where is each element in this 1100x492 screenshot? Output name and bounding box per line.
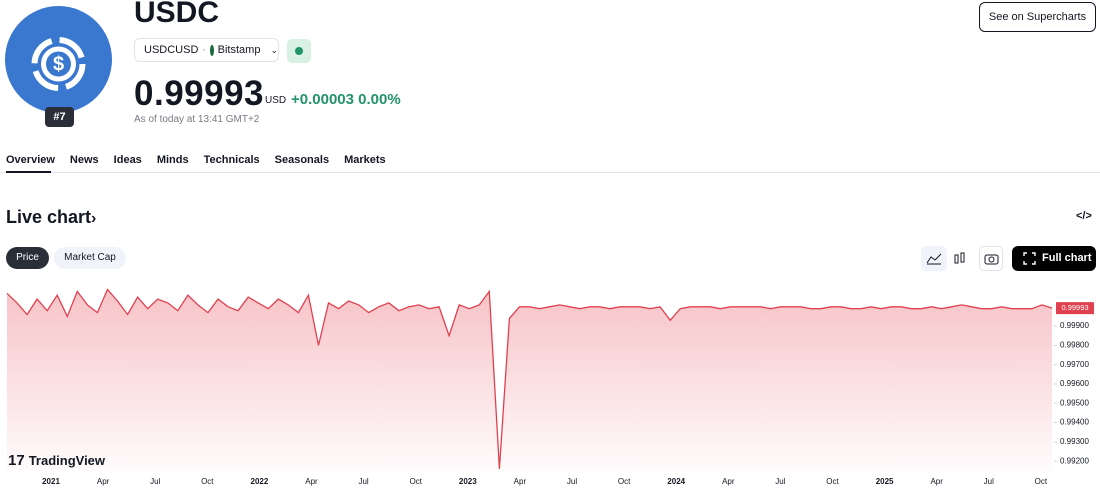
symbol-title: USDC bbox=[134, 0, 220, 29]
x-tick-label: Apr bbox=[930, 477, 943, 486]
logo: $ bbox=[5, 6, 112, 113]
x-tick-label: Oct bbox=[201, 477, 214, 486]
y-tick-label: 0.99500 bbox=[1060, 398, 1089, 407]
y-tick-label: 0.99900 bbox=[1060, 321, 1089, 330]
x-tick-label: Jul bbox=[775, 477, 785, 486]
x-tick-label: 2024 bbox=[667, 477, 685, 486]
x-tick-label: Oct bbox=[409, 477, 422, 486]
x-tick-label: Apr bbox=[514, 477, 527, 486]
x-tick-label: Jul bbox=[984, 477, 994, 486]
last-price-tag bbox=[1056, 302, 1094, 315]
price: 0.99993 bbox=[134, 74, 265, 113]
tab[interactable]: Technicals bbox=[203, 154, 260, 166]
x-tick-label: Jul bbox=[358, 477, 368, 486]
tab[interactable]: News bbox=[69, 154, 99, 166]
tab[interactable]: Seasonals bbox=[274, 154, 330, 166]
currency: USD bbox=[265, 95, 287, 106]
x-tick-label: 2021 bbox=[42, 477, 60, 486]
tabs: Overview News Ideas Minds Technicals Seasonal… bbox=[6, 154, 386, 166]
y-tick-label: 0.99700 bbox=[1060, 360, 1089, 369]
price-line bbox=[6, 288, 1053, 469]
candle-style-button[interactable] bbox=[948, 246, 970, 271]
y-tick-label: 0.99600 bbox=[1060, 379, 1089, 388]
tab[interactable]: Markets bbox=[344, 154, 386, 166]
y-tick-label: 0.99400 bbox=[1060, 418, 1089, 427]
x-tick-label: Jul bbox=[567, 477, 577, 486]
svg-text:$: $ bbox=[53, 53, 64, 75]
area-style-button[interactable] bbox=[921, 246, 947, 271]
snapshot-button[interactable] bbox=[979, 246, 1003, 271]
x-tick-label: Apr bbox=[305, 477, 318, 486]
watermark: 17 TradingView bbox=[8, 452, 106, 469]
section-title[interactable]: Live chart› bbox=[6, 207, 97, 227]
pair-selector[interactable]: USDCUSD · Bitstamp ⌄ bbox=[134, 38, 279, 62]
change: +0.00003 0.00% bbox=[291, 91, 401, 108]
change-pct: 0.00% bbox=[358, 91, 401, 108]
tab-indicator bbox=[6, 171, 51, 173]
exchange: Bitstamp bbox=[217, 44, 261, 56]
x-tick-label: Oct bbox=[618, 477, 631, 486]
logo-icon: $ bbox=[31, 37, 86, 91]
last-price-label: 0.99993 bbox=[1061, 303, 1088, 312]
divider bbox=[0, 172, 1100, 173]
tab[interactable]: Ideas bbox=[113, 154, 142, 166]
y-tick-label: 0.99300 bbox=[1060, 437, 1089, 446]
y-tick-label: 0.99800 bbox=[1060, 340, 1089, 349]
embed-icon[interactable]: </> bbox=[1076, 210, 1092, 222]
x-tick-label: Oct bbox=[1035, 477, 1048, 486]
status bbox=[287, 39, 311, 63]
section-title-text: Live chart bbox=[6, 207, 92, 227]
x-tick-label: Apr bbox=[722, 477, 735, 486]
rank-badge: #7 bbox=[45, 107, 74, 127]
y-tick-label: 0.99200 bbox=[1060, 456, 1089, 465]
supercharts-button[interactable]: See on Supercharts bbox=[979, 2, 1096, 32]
pair: USDCUSD bbox=[144, 44, 199, 56]
x-tick-label: 2022 bbox=[251, 477, 269, 486]
tab[interactable]: Overview bbox=[6, 154, 55, 166]
x-tick-label: Oct bbox=[826, 477, 839, 486]
x-tick-label: Jul bbox=[150, 477, 160, 486]
as-of: As of today at 13:41 GMT+2 bbox=[134, 114, 260, 125]
full-chart-button[interactable]: Full chart bbox=[1012, 246, 1096, 271]
watermark-text: TradingView bbox=[28, 453, 106, 468]
market-cap-button[interactable]: Market Cap bbox=[54, 247, 126, 269]
x-tick-label: Apr bbox=[97, 477, 110, 486]
x-tick-label: 2023 bbox=[459, 477, 477, 486]
area bbox=[7, 289, 1052, 471]
x-tick-label: 2025 bbox=[876, 477, 894, 486]
price-button[interactable]: Price bbox=[6, 247, 49, 269]
change-value: +0.00003 bbox=[291, 91, 354, 108]
tab[interactable]: Minds bbox=[156, 154, 189, 166]
full-chart-text: Full chart bbox=[1042, 252, 1092, 264]
chart: 0.99900 0.99800 0.99700 0.99600 0.99500 0.994… bbox=[6, 288, 1094, 486]
